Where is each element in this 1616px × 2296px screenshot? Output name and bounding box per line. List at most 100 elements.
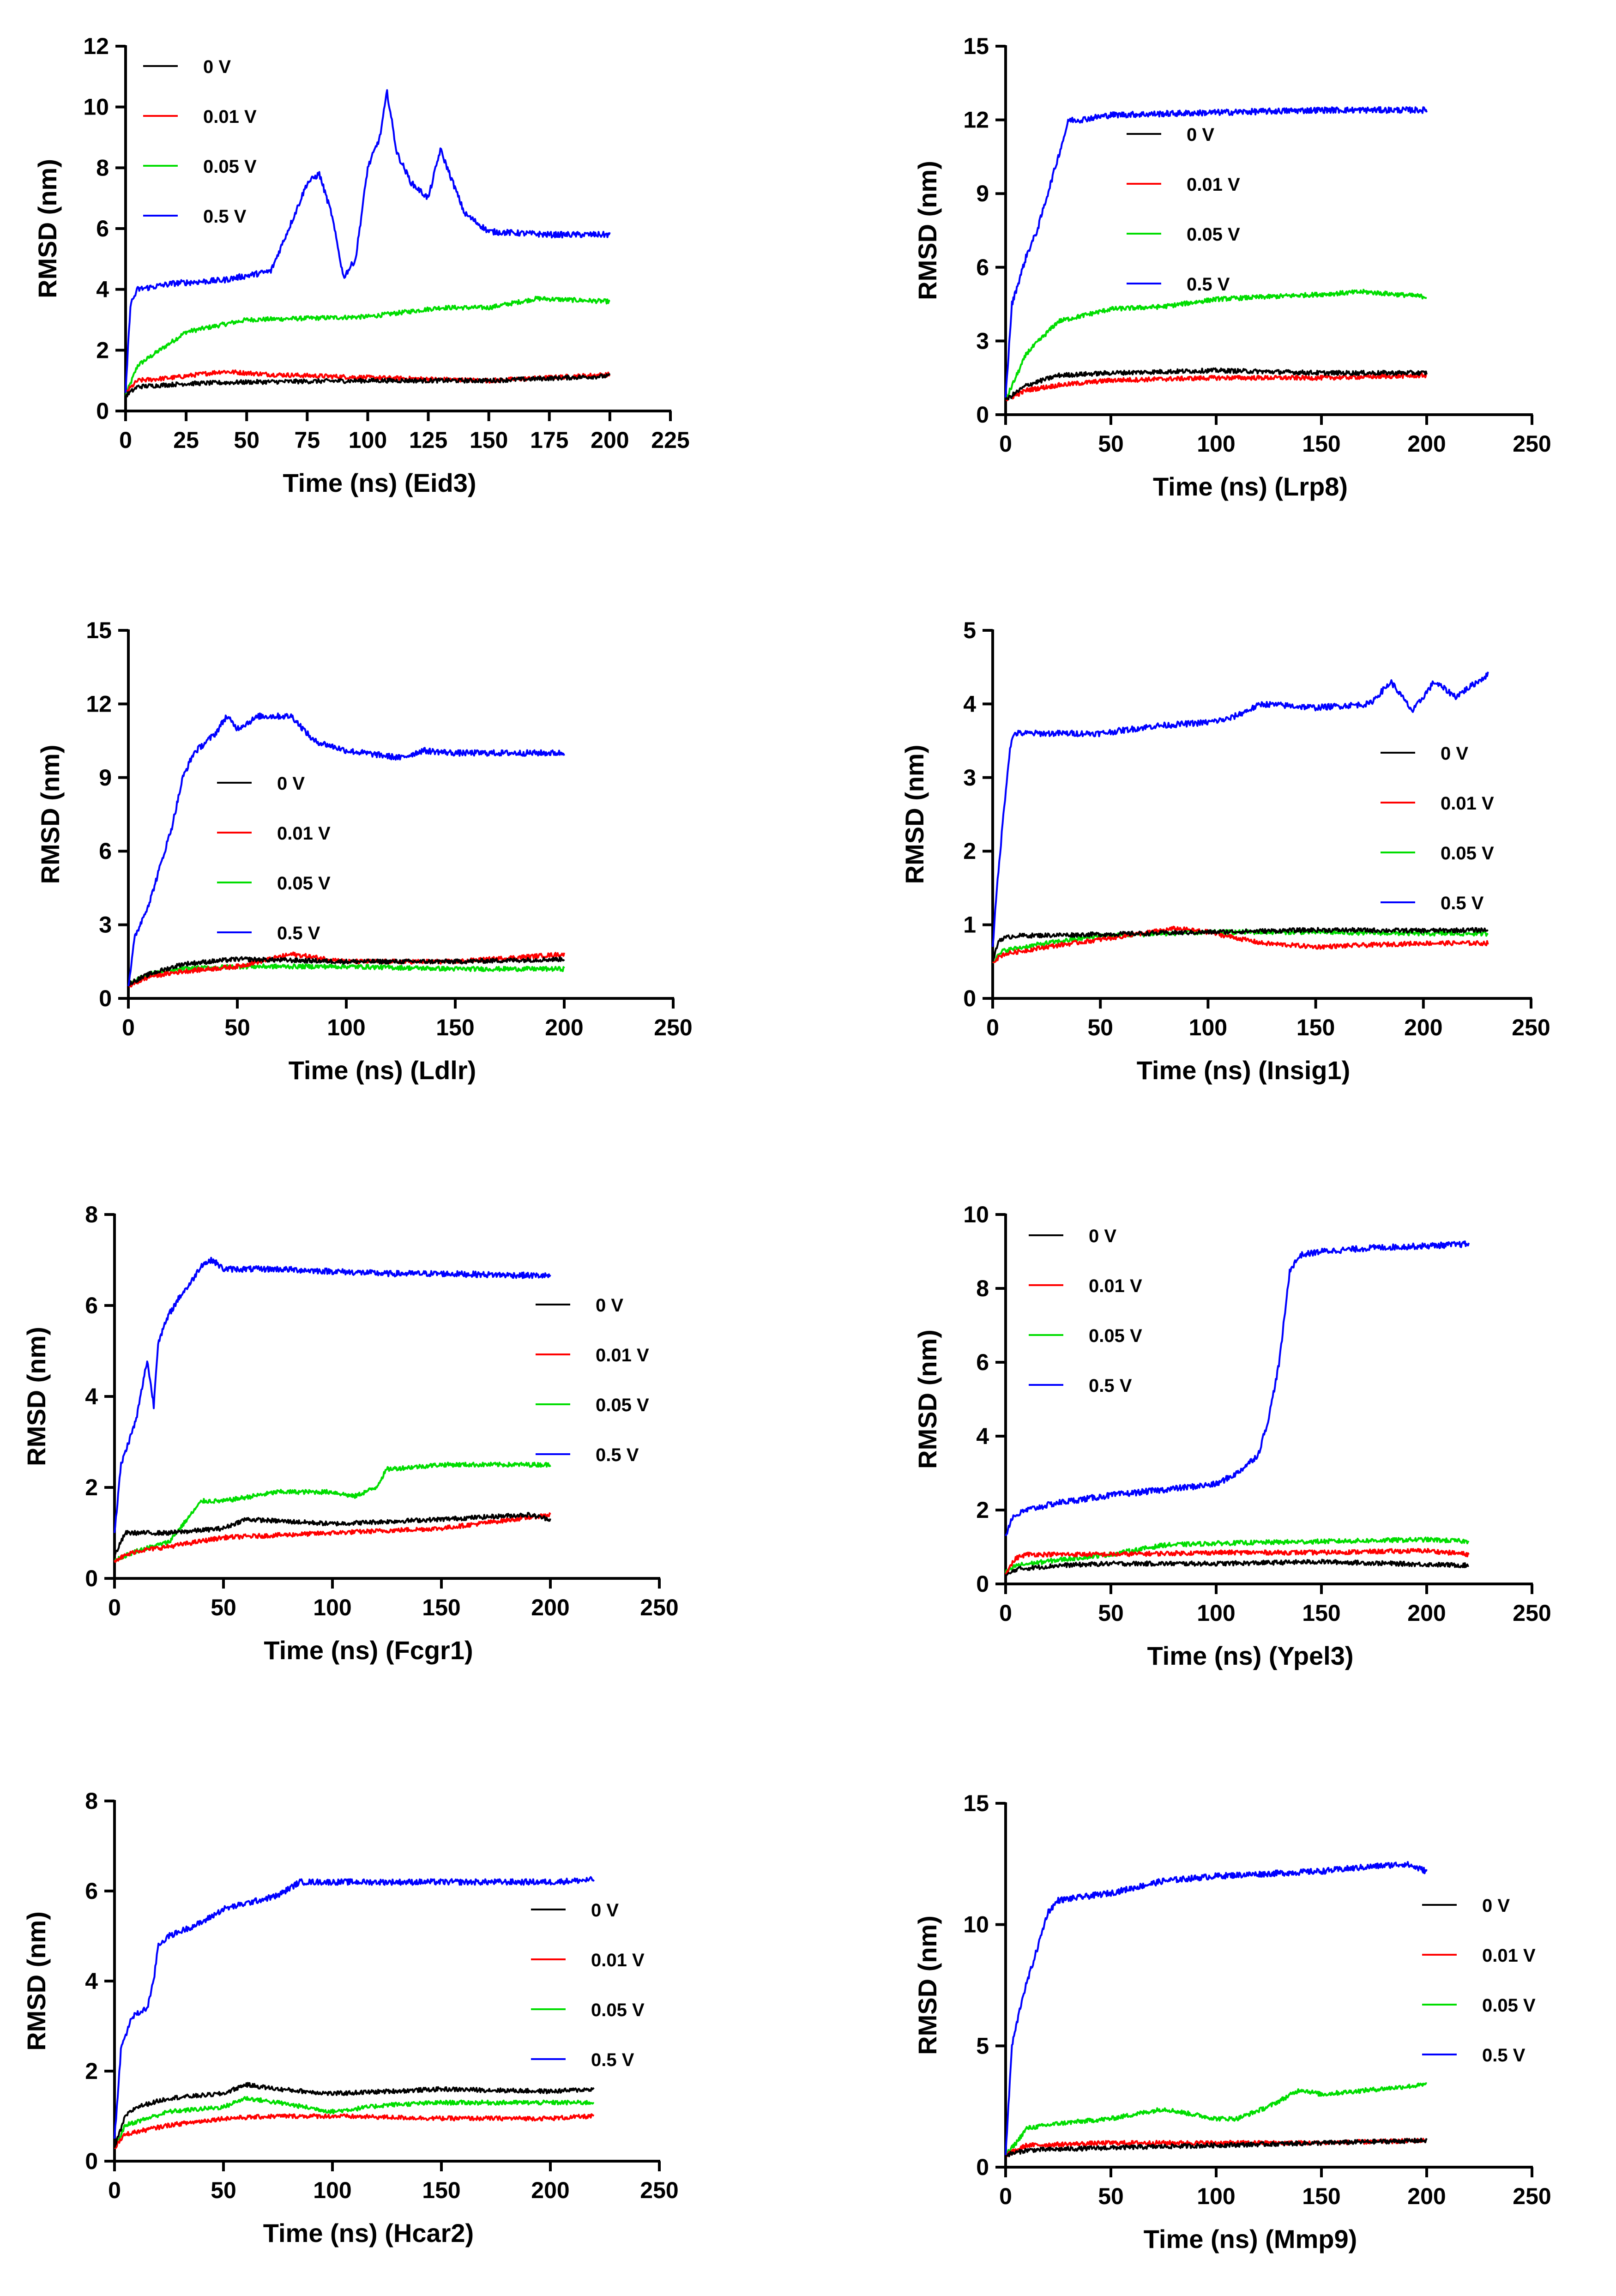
x-tick-label: 250 (654, 1015, 692, 1040)
x-tick-label: 225 (651, 427, 689, 453)
series-line-001V (1005, 1548, 1470, 1575)
x-tick-label: 200 (1407, 1600, 1446, 1626)
x-tick-label: 50 (211, 2177, 236, 2203)
x-tick-label: 100 (349, 427, 387, 453)
series-line-0V (114, 1512, 551, 1556)
series-line-05V (1005, 106, 1428, 398)
legend-label: 0.05 V (203, 157, 257, 177)
y-tick-label: 2 (85, 2058, 98, 2084)
x-tick-label: 100 (1189, 1015, 1227, 1040)
legend-label: 0.01 V (1441, 793, 1494, 814)
series-line-001V (125, 369, 611, 393)
series-line-005V (1005, 2082, 1428, 2156)
y-tick-label: 4 (963, 691, 976, 717)
series-line-001V (1005, 372, 1427, 401)
y-tick-label: 12 (86, 691, 112, 717)
x-tick-label: 150 (422, 1595, 460, 1620)
x-tick-label: 25 (173, 427, 199, 453)
series-line-0V (127, 956, 565, 986)
y-tick-label: 0 (85, 2148, 98, 2174)
legend-label: 0 V (1441, 743, 1468, 764)
x-tick-label: 200 (591, 427, 629, 453)
legend-label: 0.5 V (203, 206, 247, 227)
y-tick-label: 0 (963, 985, 976, 1011)
y-tick-label: 8 (85, 1202, 98, 1227)
x-axis-label: Time (ns) (Mmp9) (1144, 2224, 1357, 2254)
x-tick-label: 250 (640, 2177, 678, 2203)
chart-0: 0 25 50 75 100 125 150 175 200 225 0 2 4 6 8 10 12 Time (… (33, 33, 690, 497)
legend-label: 0.05 V (277, 873, 331, 894)
y-tick-label: 2 (96, 337, 109, 363)
y-tick-label: 0 (85, 1565, 98, 1591)
legend-label: 0.05 V (1441, 843, 1494, 864)
series-line-005V (1005, 289, 1427, 400)
legend-label: 0.05 V (1089, 1326, 1142, 1346)
y-axis-label: RMSD (nm) (913, 161, 942, 300)
legend-label: 0 V (591, 1900, 619, 1921)
series-line-005V (114, 1462, 551, 1562)
y-tick-label: 8 (96, 155, 109, 181)
y-tick-label: 3 (976, 328, 989, 354)
x-tick-label: 150 (1302, 431, 1340, 457)
x-tick-label: 0 (986, 1015, 999, 1040)
x-tick-label: 100 (313, 1595, 351, 1620)
legend-label: 0.05 V (1187, 224, 1240, 245)
y-tick-label: 3 (963, 765, 976, 791)
legend-label: 0 V (1089, 1226, 1116, 1246)
x-tick-label: 250 (1513, 431, 1551, 457)
y-axis-label: RMSD (nm) (913, 1915, 942, 2055)
series-line-001V (114, 1512, 551, 1563)
x-tick-label: 150 (1302, 2183, 1340, 2209)
x-axis-label: Time (ns) (Insig1) (1137, 1056, 1351, 1085)
y-tick-label: 9 (976, 181, 989, 206)
y-tick-label: 2 (976, 1497, 989, 1523)
x-axis-label: Time (ns) (Ypel3) (1147, 1641, 1353, 1670)
series-line-05V (1005, 1861, 1428, 2155)
y-tick-label: 6 (85, 1878, 98, 1904)
legend-label: 0 V (277, 773, 305, 794)
legend-label: 0.01 V (277, 823, 331, 844)
legend-label: 0.01 V (203, 107, 257, 127)
x-tick-label: 250 (640, 1595, 678, 1620)
x-tick-label: 50 (1098, 1600, 1124, 1626)
x-tick-label: 200 (531, 1595, 569, 1620)
y-tick-label: 12 (963, 107, 989, 133)
x-tick-label: 250 (1513, 1600, 1551, 1626)
y-tick-label: 8 (85, 1788, 98, 1814)
x-tick-label: 200 (531, 2177, 569, 2203)
series-line-005V (125, 296, 610, 396)
x-tick-label: 75 (295, 427, 320, 453)
y-axis-label: RMSD (nm) (33, 159, 62, 298)
y-tick-label: 0 (96, 398, 109, 424)
x-tick-label: 0 (108, 2177, 121, 2203)
legend-label: 0.5 V (1187, 274, 1230, 295)
x-tick-label: 100 (1197, 431, 1235, 457)
series-line-005V (1005, 1536, 1470, 1573)
x-tick-label: 0 (119, 427, 132, 453)
y-axis-label: RMSD (nm) (913, 1329, 942, 1469)
x-tick-label: 0 (122, 1015, 135, 1040)
y-tick-label: 6 (96, 216, 109, 242)
chart-3: 0 50 100 150 200 250 0 1 2 3 4 5 Time (ns) (Insig1) R… (900, 617, 1550, 1085)
series-line-005V (114, 2096, 595, 2149)
x-tick-label: 0 (999, 431, 1012, 457)
x-tick-label: 100 (1197, 1600, 1235, 1626)
series-line-005V (127, 963, 565, 985)
y-tick-label: 15 (963, 1790, 989, 1816)
x-tick-label: 250 (1513, 2183, 1551, 2209)
y-tick-label: 6 (976, 1349, 989, 1375)
legend-label: 0.01 V (596, 1345, 649, 1366)
x-tick-label: 50 (211, 1595, 236, 1620)
y-tick-label: 12 (83, 33, 109, 59)
x-axis-label: Time (ns) (Ldlr) (289, 1056, 476, 1085)
y-tick-label: 4 (976, 1423, 989, 1449)
x-axis-label: Time (ns) (Lrp8) (1153, 472, 1348, 501)
series-line-0V (992, 927, 1489, 962)
y-tick-label: 6 (976, 254, 989, 280)
x-tick-label: 200 (545, 1015, 583, 1040)
x-axis-label: Time (ns) (Eid3) (283, 468, 476, 497)
legend-label: 0.5 V (591, 2050, 634, 2070)
y-tick-label: 0 (99, 985, 112, 1011)
x-tick-label: 100 (327, 1015, 365, 1040)
